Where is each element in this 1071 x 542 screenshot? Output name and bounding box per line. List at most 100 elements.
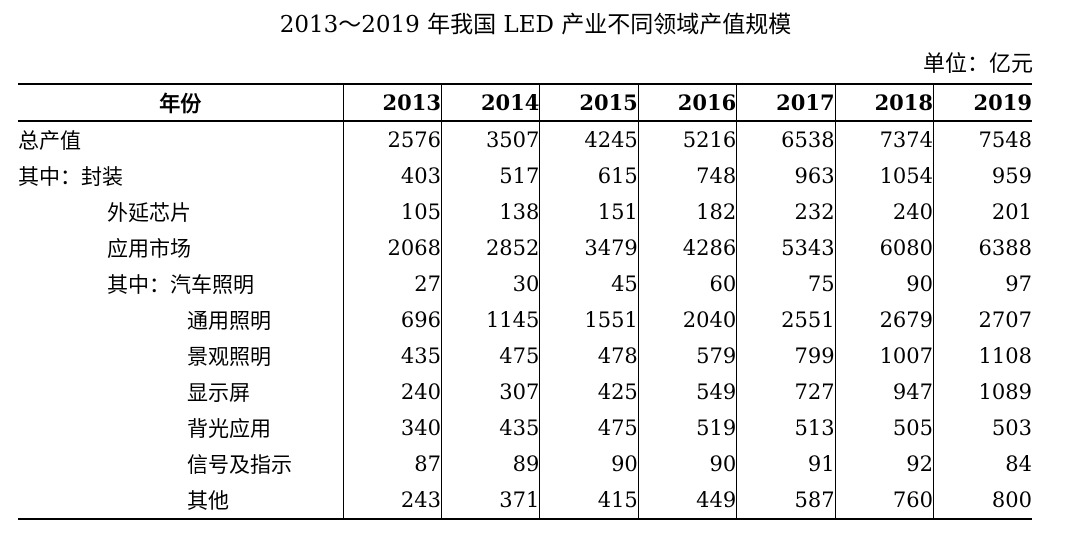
table-cell: 4245 [539,121,639,158]
table-cell: 403 [343,158,442,194]
table-cell: 92 [835,446,935,482]
table-cell: 505 [835,410,935,446]
table-cell: 45 [539,266,639,302]
table-cell: 340 [343,410,442,446]
table-cell: 799 [736,338,836,374]
table-cell: 760 [835,482,935,520]
unit-label: 单位：亿元 [922,52,1033,77]
table-cell: 549 [638,374,738,410]
table-row: 其他 243 371 415 449 587 760 800 [18,482,1032,520]
table-cell: 2576 [343,121,442,158]
table-cell: 748 [638,158,738,194]
table-row: 景观照明 435 475 478 579 799 1007 1108 [18,338,1032,374]
row-label: 应用市场 [18,230,344,266]
table-cell: 513 [736,410,836,446]
table-cell: 449 [638,482,738,520]
table-cell: 243 [343,482,442,520]
table-cell: 2040 [638,302,738,338]
table-row: 应用市场 2068 2852 3479 4286 5343 6080 6388 [18,230,1032,266]
table-cell: 151 [539,194,639,230]
table-cell: 90 [835,266,935,302]
table-cell: 1007 [835,338,935,374]
table-cell: 696 [343,302,442,338]
table-cell: 105 [343,194,442,230]
table-cell: 27 [343,266,442,302]
table-cell: 307 [441,374,541,410]
table-cell: 5216 [638,121,738,158]
table-row: 显示屏 240 307 425 549 727 947 1089 [18,374,1032,410]
table-cell: 615 [539,158,639,194]
table-cell: 947 [835,374,935,410]
table-cell: 963 [736,158,836,194]
row-label: 背光应用 [18,410,344,446]
table-row: 外延芯片 105 138 151 182 232 240 201 [18,194,1032,230]
table-cell: 97 [1005,272,1032,296]
header-year: 2014 [441,83,541,122]
table-cell: 727 [736,374,836,410]
table-row: 信号及指示 87 89 90 90 91 92 84 [18,446,1032,482]
table-cell: 475 [441,338,541,374]
table-cell: 138 [441,194,541,230]
table-cell: 75 [736,266,836,302]
row-label: 其中：汽车照明 [18,266,344,302]
table-cell: 503 [991,416,1032,440]
row-label: 信号及指示 [18,446,344,482]
table-row: 其中：汽车照明 27 30 45 60 75 90 97 [18,266,1032,302]
table-cell: 232 [736,194,836,230]
table-row: 背光应用 340 435 475 519 513 505 503 [18,410,1032,446]
table-cell: 30 [441,266,541,302]
table-cell: 91 [736,446,836,482]
table-cell: 240 [835,194,935,230]
table-cell: 579 [638,338,738,374]
table-row: 总产值 2576 3507 4245 5216 6538 7374 7548 [18,121,1032,158]
table-cell: 2852 [441,230,541,266]
header-year: 2016 [638,83,738,122]
table-cell: 519 [638,410,738,446]
table-cell: 435 [343,338,442,374]
table-cell: 6388 [978,236,1032,260]
table-cell: 800 [933,482,1032,520]
table-cell: 1054 [835,158,935,194]
header-label: 年份 [18,83,344,122]
table-cell: 84 [1005,452,1032,476]
table-cell: 478 [539,338,639,374]
header-year: 2018 [835,83,935,122]
header-year: 2017 [736,83,836,122]
table-cell: 87 [343,446,442,482]
table-cell: 371 [441,482,541,520]
table-cell: 435 [441,410,541,446]
table-cell: 240 [343,374,442,410]
row-label: 外延芯片 [18,194,344,230]
table-cell: 6080 [835,230,935,266]
row-label: 总产值 [18,121,344,158]
table-cell: 89 [441,446,541,482]
row-label: 通用照明 [18,302,344,338]
table-cell: 182 [638,194,738,230]
header-year: 2015 [539,83,639,122]
table-cell: 3479 [539,230,639,266]
table-cell: 475 [539,410,639,446]
page-title: 2013～2019 年我国 LED 产业不同领域产值规模 [279,12,792,38]
table-cell: 2707 [978,308,1032,332]
table-row: 通用照明 696 1145 1551 2040 2551 2679 2707 [18,302,1032,338]
table-header-row: 年份 2013 2014 2015 2016 2017 2018 2019 [18,83,1032,122]
table-cell: 90 [539,446,639,482]
row-label: 显示屏 [18,374,344,410]
table-cell: 2551 [736,302,836,338]
table-cell: 60 [638,266,738,302]
table-cell: 517 [441,158,541,194]
table-cell: 1145 [441,302,541,338]
table-row: 其中：封装 403 517 615 748 963 1054 959 [18,158,1032,194]
header-year: 2019 [933,83,1032,122]
row-label: 其中：封装 [18,158,344,194]
table-cell: 201 [991,200,1032,224]
table-cell: 415 [539,482,639,520]
table-cell: 7374 [835,121,935,158]
table-cell: 959 [991,164,1032,188]
table-cell: 1089 [978,380,1032,404]
row-label: 景观照明 [18,338,344,374]
table-cell: 6538 [736,121,836,158]
table-cell: 1108 [978,344,1032,368]
table-cell: 587 [736,482,836,520]
table-cell: 425 [539,374,639,410]
